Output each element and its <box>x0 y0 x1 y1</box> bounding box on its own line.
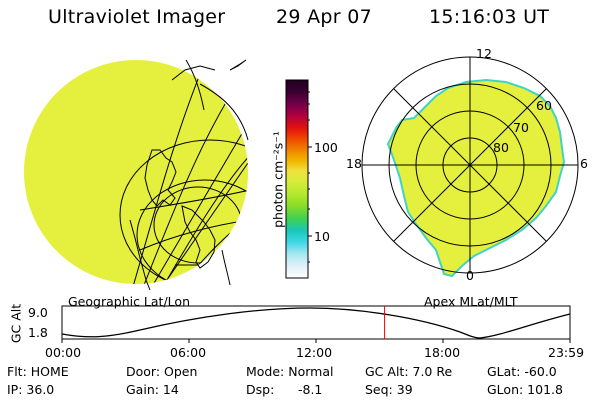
altitude-xtick-2359: 23:59 <box>548 345 585 360</box>
image-time: 15:16:03 UT <box>429 6 550 28</box>
info-ip: IP: 36.0 <box>7 382 55 397</box>
info-gc-alt: GC Alt: 7.0 Re <box>365 364 453 379</box>
info-seq: Seq: 39 <box>365 382 413 397</box>
altitude-ytick-9: 9.0 <box>28 305 48 320</box>
altitude-ylabel: GC Alt <box>8 303 24 344</box>
altitude-xtick-1200: 12:00 <box>296 345 333 360</box>
grid-lines-outside-disk <box>185 59 249 286</box>
polar-panel-label: Apex MLat/MLT <box>424 294 518 309</box>
altitude-xtick-1800: 18:00 <box>424 345 461 360</box>
image-date: 29 Apr 07 <box>276 6 373 28</box>
polar-grid <box>361 56 579 274</box>
mlt-label-18: 18 <box>346 156 362 171</box>
altitude-xaxis-ticks <box>61 339 571 343</box>
mlt-label-12: 12 <box>476 46 492 61</box>
mlat-label-60: 60 <box>536 98 552 113</box>
continent-outlines <box>129 65 216 291</box>
altitude-ytick-1.8: 1.8 <box>28 325 48 340</box>
colorbar-tick-100: 100 <box>314 140 338 155</box>
colorbar-minor-ticks <box>308 91 310 263</box>
altitude-xtick-0000: 00:00 <box>45 345 82 360</box>
altitude-xtick-0600: 06:00 <box>170 345 207 360</box>
geographic-grid-lines <box>119 60 248 284</box>
info-gain: Gain: 14 <box>126 382 179 397</box>
instrument-title: Ultraviolet Imager <box>48 6 226 28</box>
info-glon: GLon: 101.8 <box>487 382 563 397</box>
colorbar-tick-10: 10 <box>314 229 330 244</box>
polar-aurora-region <box>386 78 566 278</box>
info-flight: Flt: HOME <box>7 364 69 379</box>
altitude-plot-frame <box>61 305 571 340</box>
geographic-panel-label: Geographic Lat/Lon <box>68 294 190 309</box>
altitude-curve <box>61 307 571 339</box>
info-glat: GLat: -60.0 <box>487 364 557 379</box>
info-dsp-value: -8.1 <box>298 382 323 397</box>
info-door: Door: Open <box>126 364 198 379</box>
mlat-label-80: 80 <box>493 140 509 155</box>
colorbar-gradient <box>285 79 309 279</box>
mlt-label-0: 0 <box>466 268 474 283</box>
mlt-label-6: 6 <box>580 156 588 171</box>
info-mode: Mode: Normal <box>246 364 334 379</box>
mlat-label-70: 70 <box>513 120 529 135</box>
info-dsp-label: Dsp: <box>246 382 275 397</box>
